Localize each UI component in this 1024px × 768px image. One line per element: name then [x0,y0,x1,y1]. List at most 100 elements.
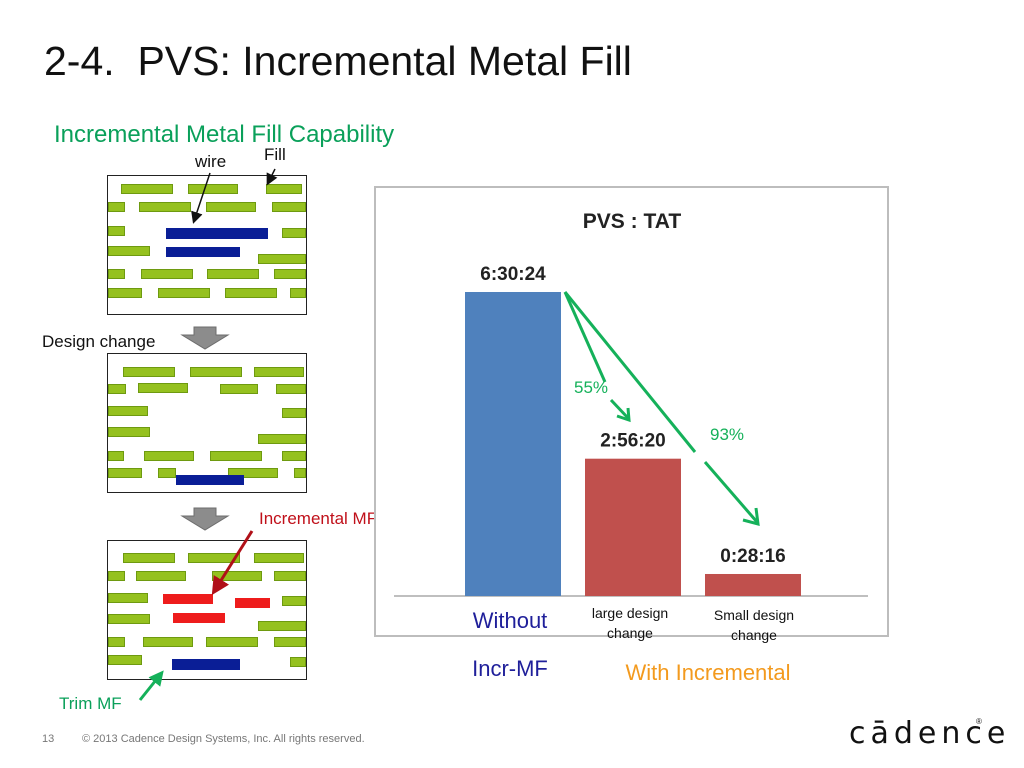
layout-panel-changed [107,353,307,493]
cadence-logo: cādence [849,716,1011,751]
fill-shape [274,637,306,647]
fill-shape [282,408,306,418]
fill-shape [108,246,150,256]
reduction-arrow-93-tail [703,461,759,523]
fill-shape [139,202,191,212]
fill-shape [108,269,125,279]
fill-shape [108,593,148,603]
page-title: 2-4. PVS: Incremental Metal Fill [44,38,632,85]
fill-shape [138,383,188,393]
fill-shape [206,637,258,647]
down-arrow-icon [180,326,230,350]
tat-bar-chart: PVS : TAT 6:30:24 2:56:20 0:28:16 55% 93% [394,210,868,597]
down-arrow-icon [180,507,230,531]
fill-shape [272,202,306,212]
reduction-arrow-93 [563,291,697,453]
wire-shape [166,247,240,257]
wire-label: wire [195,152,227,171]
incremental-mf-label: Incremental MF [259,509,378,528]
layout-panel-original [107,175,307,315]
fill-shape [206,202,256,212]
wire-shape [166,228,268,239]
slide-title-text: PVS: Incremental Metal Fill [137,38,632,84]
incremental-fill-shape [235,598,270,608]
category-label-small-line1: Small design [713,607,795,623]
data-label: 6:30:24 [480,264,546,285]
fill-shape [290,288,306,298]
fill-shape [123,553,175,563]
fill-shape [141,269,193,279]
fill-shape [274,269,306,279]
fill-shape [266,184,302,194]
fill-shape [108,427,150,437]
reduction-arrow-55-tip [609,398,630,420]
page-number: 13 [42,733,55,745]
fill-shape [188,184,238,194]
fill-shape [282,228,306,238]
fill-shape [282,451,306,461]
category-label-incr-mf: Incr-MF [472,656,548,681]
category-label-without: Without [452,608,568,634]
bar [705,573,801,596]
chart-title: PVS : TAT [583,210,682,233]
fill-shape [207,269,259,279]
fill-shape [258,434,306,444]
fill-shape [225,288,277,298]
fill-shape [143,637,193,647]
incremental-fill-shape [173,613,225,623]
fill-shape [108,226,125,236]
category-label-small-line2: change [731,627,777,643]
fill-shape [158,468,176,478]
fill-shape [123,367,175,377]
slide-number: 2-4. [44,38,115,84]
fill-shape [282,596,306,606]
fill-shape [136,571,186,581]
fill-shape [108,571,125,581]
fill-shape [254,367,304,377]
fill-shape [108,614,150,624]
fill-shape [108,637,125,647]
wire-shape [176,475,244,485]
incremental-mf-arrow [211,530,254,596]
fill-shape [108,655,142,665]
fill-shape [274,571,306,581]
reduction-arrow-55 [563,291,607,383]
group-label-with-incremental: With Incremental [625,660,791,685]
fill-shape [190,367,242,377]
fill-label: Fill [264,145,286,164]
fill-shape [290,657,306,667]
trim-mf-label: Trim MF [59,694,122,713]
bar [585,458,681,596]
trim-mf-arrow [138,670,164,701]
category-label-large-line1: large design [591,605,669,621]
data-label: 2:56:20 [600,431,666,452]
wire-shape [172,659,240,670]
annotation-93: 93% [710,425,744,444]
fill-shape [294,468,306,478]
category-label-without-line1: Without [472,608,548,633]
section-subtitle: Incremental Metal Fill Capability [54,121,395,148]
incremental-fill-shape [163,594,213,604]
fill-shape [108,451,124,461]
fill-shape [108,384,126,394]
fill-shape [258,254,306,264]
fill-shape [121,184,173,194]
wire-pointer-arrow [191,172,211,224]
fill-shape [108,468,142,478]
fill-shape [254,553,304,563]
fill-shape [108,202,125,212]
registered-mark: ® [976,717,982,726]
fill-shape [258,621,306,631]
annotation-55: 55% [574,378,608,397]
fill-shape [276,384,306,394]
chart-frame: PVS : TAT 6:30:24 2:56:20 0:28:16 55% 93% [374,186,889,637]
copyright-text: © 2013 Cadence Design Systems, Inc. All … [82,733,365,745]
fill-shape [144,451,194,461]
layout-panel-incremental [107,540,307,680]
fill-shape [108,406,148,416]
arrowhead-icon [742,507,760,527]
category-label-small: Small design change [694,605,814,645]
category-label-large: large design change [570,603,690,643]
bar [465,292,561,596]
